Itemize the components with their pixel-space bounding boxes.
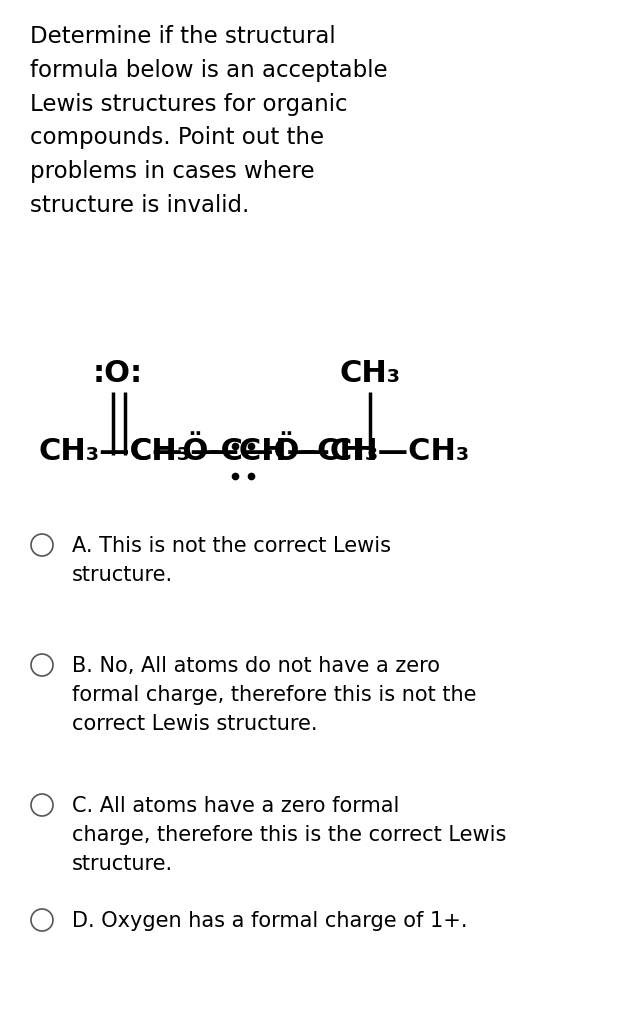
Text: CH₃: CH₃ — [340, 359, 401, 388]
Text: CH₃—C—Ö—CH—CH₃: CH₃—C—Ö—CH—CH₃ — [38, 437, 378, 466]
Text: B. No, All atoms do not have a zero
formal charge, therefore this is not the
cor: B. No, All atoms do not have a zero form… — [72, 656, 476, 734]
Text: CH₃—C—Ö—CH—CH₃: CH₃—C—Ö—CH—CH₃ — [130, 437, 470, 466]
Text: D. Oxygen has a formal charge of 1+.: D. Oxygen has a formal charge of 1+. — [72, 911, 468, 932]
Text: A. This is not the correct Lewis
structure.: A. This is not the correct Lewis structu… — [72, 536, 391, 585]
Text: :O:: :O: — [93, 359, 143, 388]
Text: C. All atoms have a zero formal
charge, therefore this is the correct Lewis
stru: C. All atoms have a zero formal charge, … — [72, 796, 506, 874]
Text: Determine if the structural
formula below is an acceptable
Lewis structures for : Determine if the structural formula belo… — [30, 25, 388, 217]
